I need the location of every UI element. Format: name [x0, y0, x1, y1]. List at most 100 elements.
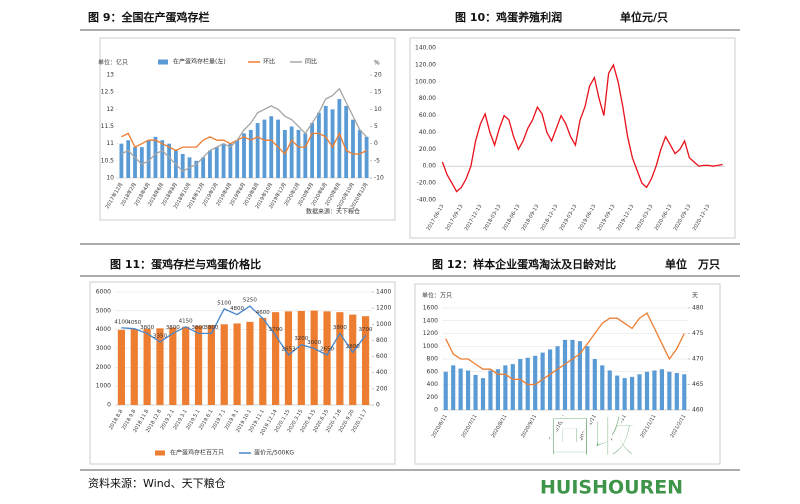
bar — [276, 119, 280, 178]
data-label: 3350 — [153, 333, 167, 339]
y-tick-label: -20.00 — [417, 180, 437, 187]
bar — [160, 140, 165, 178]
y-tick-label: 80.00 — [419, 95, 436, 102]
y2-tick-label: 800 — [376, 337, 388, 344]
line — [121, 131, 367, 156]
y2-tick-label: 600 — [376, 353, 388, 360]
bar — [336, 312, 344, 405]
y-tick-label: 3000 — [96, 345, 111, 352]
data-label: 5100 — [217, 300, 231, 306]
y-tick-label: 1200 — [423, 330, 438, 337]
bar — [228, 143, 233, 178]
bar — [349, 314, 357, 405]
x-tick-label: 2018-03-13 — [483, 204, 503, 232]
y2-tick-label: 5 — [374, 123, 378, 130]
bar — [180, 153, 185, 178]
y-unit: 单位：万只 — [422, 292, 452, 300]
bar — [630, 376, 635, 410]
legend-label: 在产蛋鸡存栏量(左) — [173, 58, 226, 66]
y2-tick-label: 465 — [692, 381, 704, 388]
data-label: 4800 — [230, 306, 244, 312]
bar — [667, 371, 672, 410]
y2-tick-label: 460 — [692, 407, 704, 414]
bar — [289, 126, 294, 178]
y-tick-label: -40.00 — [417, 197, 437, 204]
y-tick-label: 140.00 — [415, 45, 436, 52]
y-tick-label: 200 — [427, 394, 439, 401]
bar — [248, 129, 253, 178]
bar — [480, 378, 486, 410]
x-tick-label: 2020/8/11 — [490, 414, 508, 439]
x-tick-label: 2021/1/11 — [639, 414, 657, 439]
y2-tick-label: 15 — [374, 89, 382, 96]
y2-tick-label: 0 — [376, 402, 380, 409]
line — [121, 305, 367, 356]
bar — [503, 365, 508, 410]
bar — [540, 352, 545, 410]
data-label: 3700 — [269, 327, 283, 333]
data-label: 4050 — [127, 320, 141, 326]
bar — [233, 323, 241, 405]
bar — [262, 119, 267, 178]
bar — [548, 349, 553, 410]
y-tick-label: 60.00 — [419, 112, 436, 119]
y2-tick-label: 10 — [374, 106, 382, 113]
y2-tick-label: -5 — [374, 157, 380, 164]
data-label: 3000 — [307, 340, 321, 346]
x-tick-label: 2020-06-13 — [654, 204, 674, 232]
figure-unit: 单位 万只 — [665, 257, 720, 271]
bar — [169, 327, 177, 405]
bar — [659, 369, 664, 410]
y2-tick-label: 475 — [692, 330, 704, 337]
y-tick-label: 0.00 — [423, 163, 437, 170]
bar — [615, 375, 620, 410]
bar — [153, 136, 158, 178]
bar — [242, 133, 246, 178]
y-tick-label: 1400 — [423, 317, 438, 324]
data-label: 4600 — [256, 310, 270, 316]
bar — [562, 339, 568, 410]
y-tick-label: 13 — [106, 72, 114, 79]
bar — [207, 325, 215, 405]
bar — [117, 329, 126, 405]
bar — [143, 328, 151, 405]
x-tick-label: 2020/7/11 — [461, 414, 479, 439]
x-tick-label: 2017-12-13 — [464, 204, 484, 232]
watermark-text: HUISHOUREN — [540, 477, 683, 499]
bar — [269, 116, 274, 178]
bar — [570, 339, 575, 410]
x-tick-label: 2017-09-13 — [445, 204, 465, 232]
panel — [99, 37, 396, 221]
data-label: 2653 — [281, 347, 295, 353]
bar — [201, 157, 206, 178]
bar — [255, 123, 260, 178]
y2-tick-label: 0 — [374, 140, 378, 147]
bar — [119, 143, 124, 178]
y-tick-label: 1000 — [423, 343, 438, 350]
data-label: 4100 — [114, 319, 128, 325]
y-tick-label: 10 — [106, 175, 114, 182]
panel — [409, 37, 736, 239]
bar — [221, 143, 226, 178]
bar — [284, 311, 293, 405]
bar — [167, 143, 171, 178]
y-tick-label: 5000 — [96, 307, 111, 314]
bar — [644, 371, 650, 410]
bar — [296, 129, 301, 178]
figure-title: 图 10：鸡蛋养殖利润 — [455, 10, 562, 24]
bar — [682, 374, 687, 410]
bar — [361, 316, 370, 405]
bar — [194, 325, 203, 405]
bar — [533, 355, 538, 410]
legend-label: 蛋价元/500KG — [254, 449, 294, 457]
bar — [323, 311, 331, 405]
bar — [317, 112, 321, 178]
figure-title: 图 9：全国在产蛋鸡存栏 — [88, 10, 209, 24]
x-tick-label: 2020-03-13 — [635, 204, 655, 232]
y-tick-label: 0 — [107, 402, 111, 409]
bar — [194, 160, 199, 178]
bar — [607, 370, 612, 410]
bar — [208, 150, 212, 178]
legend-swatch — [158, 59, 168, 65]
legend-label: 环比 — [263, 58, 275, 66]
